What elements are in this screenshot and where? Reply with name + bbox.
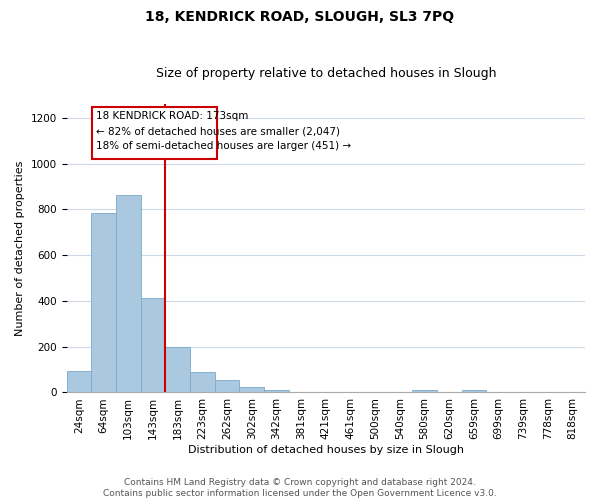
- X-axis label: Distribution of detached houses by size in Slough: Distribution of detached houses by size …: [188, 445, 464, 455]
- Y-axis label: Number of detached properties: Number of detached properties: [15, 160, 25, 336]
- Text: ← 82% of detached houses are smaller (2,047): ← 82% of detached houses are smaller (2,…: [96, 126, 340, 136]
- Bar: [116, 194, 140, 392]
- FancyBboxPatch shape: [92, 106, 217, 159]
- Text: 18% of semi-detached houses are larger (451) →: 18% of semi-detached houses are larger (…: [96, 141, 351, 151]
- Bar: [91, 213, 116, 392]
- Bar: [67, 370, 91, 392]
- Bar: [165, 346, 190, 393]
- Title: Size of property relative to detached houses in Slough: Size of property relative to detached ho…: [155, 66, 496, 80]
- Bar: [215, 380, 239, 392]
- Bar: [412, 390, 437, 392]
- Bar: [264, 390, 289, 392]
- Bar: [239, 388, 264, 392]
- Text: Contains HM Land Registry data © Crown copyright and database right 2024.
Contai: Contains HM Land Registry data © Crown c…: [103, 478, 497, 498]
- Bar: [461, 390, 486, 392]
- Bar: [190, 372, 215, 392]
- Text: 18, KENDRICK ROAD, SLOUGH, SL3 7PQ: 18, KENDRICK ROAD, SLOUGH, SL3 7PQ: [145, 10, 455, 24]
- Bar: [140, 298, 165, 392]
- Text: 18 KENDRICK ROAD: 173sqm: 18 KENDRICK ROAD: 173sqm: [96, 111, 248, 121]
